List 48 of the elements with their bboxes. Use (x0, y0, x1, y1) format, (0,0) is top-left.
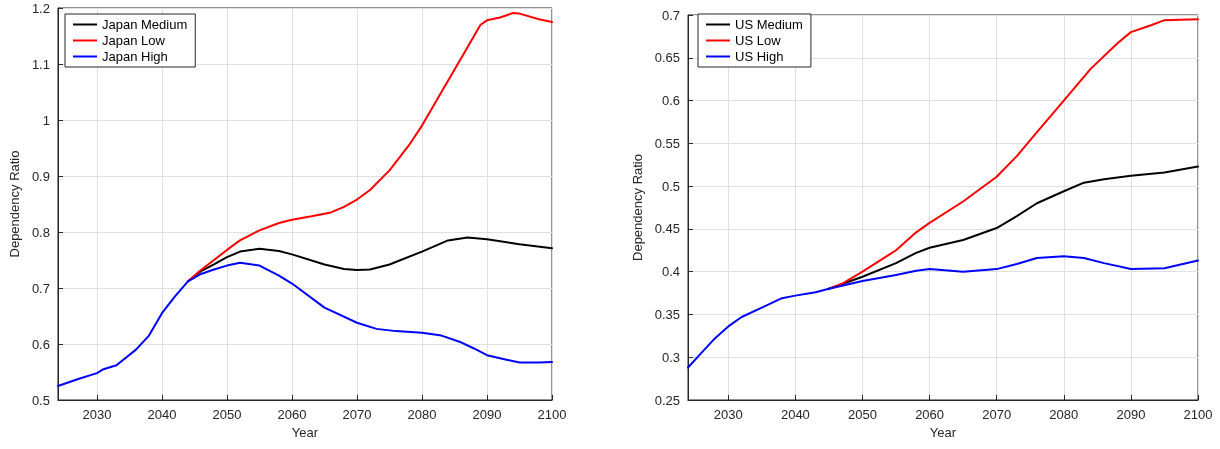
x-tick-label: 2080 (407, 407, 437, 422)
y-tick-label: 0.45 (654, 221, 680, 237)
x-tick-label: 2100 (537, 407, 567, 422)
legend-label: Japan Medium (102, 17, 188, 32)
x-axis-title: Year (291, 424, 319, 440)
y-tick-label: 1.1 (31, 56, 50, 72)
legend-label: Japan Low (102, 33, 166, 48)
y-tick-label: 0.9 (31, 168, 50, 184)
x-tick-label: 2050 (212, 407, 242, 422)
line-series (687, 255, 1199, 369)
y-axis-title: Dependency Ratio (7, 150, 22, 258)
y-tick-label: 0.25 (654, 392, 680, 408)
y-tick-label: 0.6 (661, 93, 680, 109)
x-tick-label: 2060 (915, 407, 945, 422)
legend-label: Japan High (102, 49, 168, 64)
line-series (186, 12, 553, 283)
x-tick-label: 2100 (1183, 407, 1213, 422)
x-tick-label: 2070 (342, 407, 372, 422)
x-tick-label: 2080 (1049, 407, 1079, 422)
line-series (827, 18, 1199, 290)
x-tick-label: 2030 (82, 407, 112, 422)
y-tick-label: 0.8 (31, 224, 50, 240)
y-tick-label: 1 (42, 112, 50, 128)
x-tick-label: 2030 (713, 407, 743, 422)
x-tick-label: 2090 (1116, 407, 1146, 422)
y-axis-title: Dependency Ratio (629, 154, 645, 261)
x-tick-label: 2060 (277, 407, 307, 422)
y-tick-label: 0.5 (31, 392, 50, 408)
y-tick-label: 0.5 (661, 178, 680, 194)
line-series (56, 261, 553, 387)
y-tick-label: 0.7 (31, 280, 50, 296)
legend-label: US Low (735, 33, 782, 48)
x-tick-label: 2070 (982, 407, 1012, 422)
y-tick-label: 0.6 (31, 336, 50, 352)
x-tick-label: 2040 (147, 407, 177, 422)
x-axis-title: Year (929, 424, 957, 440)
x-tick-label: 2040 (780, 407, 810, 422)
y-tick-label: 1.2 (31, 0, 50, 16)
x-tick-label: 2050 (848, 407, 877, 422)
y-tick-label: 0.55 (654, 135, 680, 151)
y-tick-label: 0.7 (661, 7, 680, 23)
legend-label: US High (735, 49, 784, 64)
x-tick-label: 2090 (472, 407, 502, 422)
legend-label: US Medium (735, 17, 803, 32)
y-tick-label: 0.35 (654, 306, 680, 322)
y-tick-label: 0.4 (661, 264, 680, 280)
y-tick-label: 0.65 (654, 50, 680, 66)
y-tick-label: 0.3 (661, 349, 680, 365)
